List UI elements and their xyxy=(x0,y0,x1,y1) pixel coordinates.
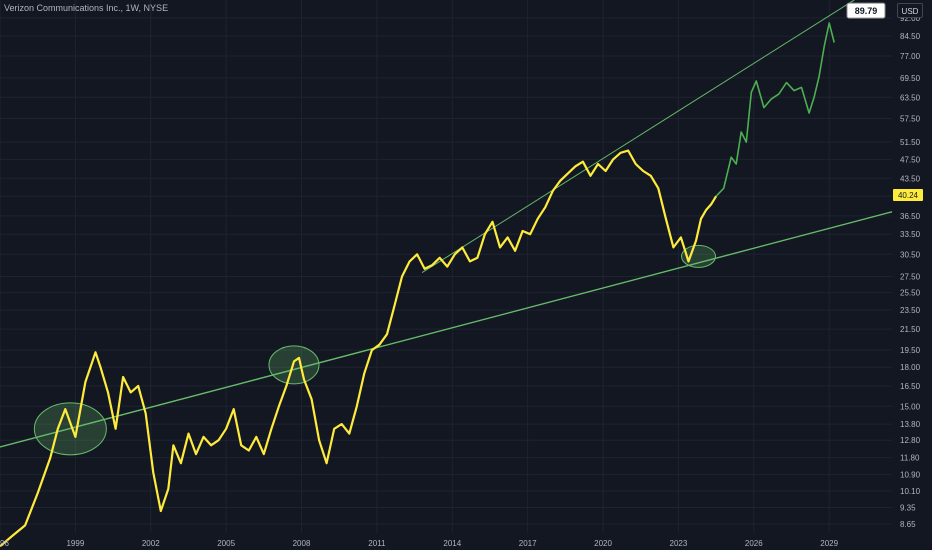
y-tick-label: 15.00 xyxy=(900,402,921,411)
time-axis[interactable]: 1996 1999 2002 2005 2008 2011 2014 2017 2020 2023… xyxy=(0,539,839,548)
x-tick-label: 2014 xyxy=(443,539,461,548)
y-tick-label: 57.50 xyxy=(900,115,921,124)
chart-title: Verizon Communications Inc., 1W, NYSE xyxy=(4,3,169,13)
x-tick-label: 1996 xyxy=(0,539,9,548)
x-tick-label: 2020 xyxy=(594,539,612,548)
y-tick-label: 8.65 xyxy=(900,520,916,529)
price-line xyxy=(0,149,718,548)
y-tick-label: 47.50 xyxy=(900,155,921,164)
x-tick-label: 2029 xyxy=(820,539,838,548)
y-tick-label: 21.50 xyxy=(900,325,921,334)
y-tick-label: 25.50 xyxy=(900,289,921,298)
currency-button[interactable]: USD xyxy=(897,3,923,18)
y-tick-label: 84.50 xyxy=(900,32,921,41)
y-tick-label: 27.50 xyxy=(900,272,921,281)
highlight-circle xyxy=(681,244,717,268)
y-tick-label: 9.35 xyxy=(900,503,916,512)
y-tick-label: 10.10 xyxy=(900,487,921,496)
y-tick-label: 30.50 xyxy=(900,250,921,259)
x-tick-label: 2017 xyxy=(519,539,537,548)
y-tick-label: 12.80 xyxy=(900,436,921,445)
y-tick-label: 16.50 xyxy=(900,382,921,391)
y-tick-label: 23.50 xyxy=(900,306,921,315)
current-price-label: 40.24 xyxy=(898,191,919,200)
y-tick-label: 10.90 xyxy=(900,471,921,480)
x-tick-label: 2008 xyxy=(293,539,311,548)
y-tick-label: 36.50 xyxy=(900,212,921,221)
chart-grid xyxy=(0,0,892,533)
last-price-label: 89.79 xyxy=(855,6,878,16)
y-tick-label: 92.00 xyxy=(900,14,921,23)
y-tick-label: 63.50 xyxy=(900,93,921,102)
projection-line xyxy=(715,22,835,197)
highlight-circles xyxy=(33,244,717,456)
y-tick-label: 11.80 xyxy=(900,454,920,463)
x-tick-label: 2023 xyxy=(670,539,688,548)
price-labels: 89.79 40.24 xyxy=(846,2,923,201)
current-price-label-box xyxy=(893,188,923,201)
y-tick-label: 43.50 xyxy=(900,174,921,183)
y-tick-label: 33.50 xyxy=(900,230,921,239)
y-tick-label: 51.50 xyxy=(900,138,921,147)
last-price-label-box xyxy=(846,2,886,19)
y-tick-label: 13.80 xyxy=(900,420,921,429)
x-tick-label: 1999 xyxy=(66,539,84,548)
price-axis[interactable]: 92.00 84.50 77.00 69.50 63.50 57.50 51.50 47.50… xyxy=(900,14,921,529)
x-tick-label: 2026 xyxy=(745,539,763,548)
y-tick-label: 77.00 xyxy=(900,52,921,61)
y-tick-label: 18.00 xyxy=(900,363,921,372)
x-tick-label: 2011 xyxy=(368,539,386,548)
highlight-circle xyxy=(33,402,107,456)
price-series xyxy=(0,22,835,548)
y-tick-label: 19.50 xyxy=(900,346,921,355)
trendlines xyxy=(0,0,893,448)
x-tick-label: 2005 xyxy=(217,539,235,548)
support-trendline xyxy=(0,211,893,448)
y-tick-label: 69.50 xyxy=(900,74,921,83)
x-tick-label: 2002 xyxy=(142,539,160,548)
